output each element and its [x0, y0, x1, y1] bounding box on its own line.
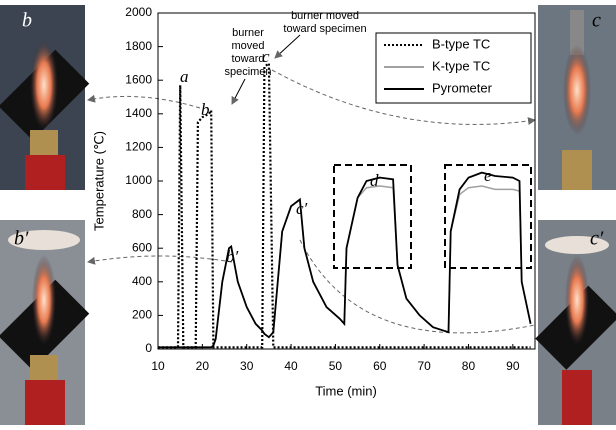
photo-label: b: [22, 10, 32, 32]
note: burner moved toward specimen burner move…: [224, 10, 366, 78]
x-tick-label: 10: [151, 359, 165, 373]
y-tick-label: 600: [132, 240, 152, 254]
y-tick-label: 0: [145, 341, 152, 355]
note-line: toward specimen: [283, 23, 366, 35]
x-tick-label: 40: [284, 359, 298, 373]
x-tick-label: 30: [240, 359, 254, 373]
annotation: e: [484, 166, 492, 185]
annotation: c: [262, 47, 270, 66]
x-axis-label: Time (min): [315, 383, 377, 398]
series-line: [158, 171, 532, 349]
legend-label: K-type TC: [432, 58, 490, 73]
note-line: specimen: [224, 66, 271, 78]
y-tick-label: 200: [132, 308, 152, 322]
photo: [0, 5, 616, 425]
note-line: moved: [231, 40, 264, 52]
y-tick-label: 1600: [125, 72, 152, 86]
x-tick-label: 80: [462, 359, 476, 373]
connector: [87, 69, 536, 334]
legend-label: B-type TC: [432, 36, 490, 51]
series-line: [158, 61, 531, 349]
annotation: b: [201, 100, 210, 119]
y-tick-label: 1000: [125, 173, 152, 187]
x-tick-label: 60: [373, 359, 387, 373]
note-line: toward: [231, 53, 264, 65]
x-tick-label: 70: [417, 359, 431, 373]
y-axis-label: Temperature (℃): [91, 131, 106, 231]
y-tick-label: 1800: [125, 39, 152, 53]
legend-label: Pyrometer: [432, 80, 493, 95]
highlight-box: [333, 164, 532, 269]
y-tick-label: 1400: [125, 106, 152, 120]
y-tick-label: 800: [132, 207, 152, 221]
annotation: c′: [296, 199, 308, 218]
y-tick-label: 400: [132, 274, 152, 288]
y-tick-label: 1200: [125, 140, 152, 154]
note-arrow: [231, 78, 246, 105]
x-tick-label: 20: [196, 359, 210, 373]
annotation: a: [180, 67, 189, 86]
note-line: burner moved: [291, 10, 359, 22]
photo-label: c′: [590, 228, 604, 250]
note-arrow: [274, 34, 301, 59]
x-tick-label: 50: [329, 359, 343, 373]
y-tick-label: 2000: [125, 5, 152, 19]
photo-label: b′: [14, 228, 29, 250]
x-tick-label: 90: [506, 359, 520, 373]
annotation: d: [370, 171, 379, 190]
note-line: burner: [232, 27, 264, 39]
photo-label: c: [592, 10, 601, 32]
